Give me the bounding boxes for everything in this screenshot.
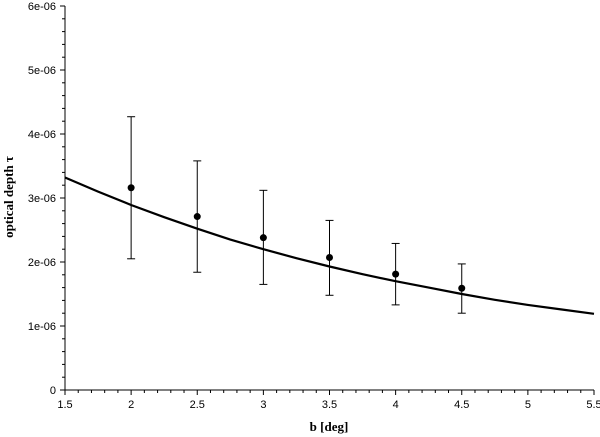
data-point — [259, 234, 267, 242]
x-tick-label: 3.5 — [322, 399, 337, 411]
x-tick-label: 2 — [128, 399, 134, 411]
y-tick-label: 3e-06 — [28, 193, 56, 205]
data-points — [127, 184, 466, 292]
x-tick-label: 5.5 — [586, 399, 600, 411]
y-tick-label: 6e-06 — [28, 1, 56, 13]
y-tick-label: 2e-06 — [28, 257, 56, 269]
error-bars — [127, 116, 466, 314]
y-tick-label: 4e-06 — [28, 129, 56, 141]
x-tick-label: 4 — [393, 399, 399, 411]
x-tick-label: 5 — [525, 399, 531, 411]
y-tick-label: 1e-06 — [28, 321, 56, 333]
tick-labels: 0 1e-06 2e-06 3e-06 4e-06 5e-06 6e-06 1.5 2 2.5 3 3… — [28, 1, 600, 411]
x-tick-label: 3 — [260, 399, 266, 411]
ticks — [60, 5, 595, 395]
axes — [64, 6, 594, 391]
data-point — [193, 213, 201, 221]
x-tick-label: 2.5 — [190, 399, 205, 411]
data-point — [326, 254, 333, 262]
data-point — [392, 270, 400, 278]
data-point — [458, 284, 466, 292]
y-axis-title: optical depth τ — [1, 156, 16, 238]
x-tick-label: 1.5 — [57, 399, 72, 411]
x-tick-label: 4.5 — [454, 399, 469, 411]
y-tick-label: 5e-06 — [28, 65, 56, 77]
y-tick-label: 0 — [50, 385, 56, 397]
data-point — [127, 184, 135, 192]
x-axis-title: b [deg] — [310, 419, 349, 434]
